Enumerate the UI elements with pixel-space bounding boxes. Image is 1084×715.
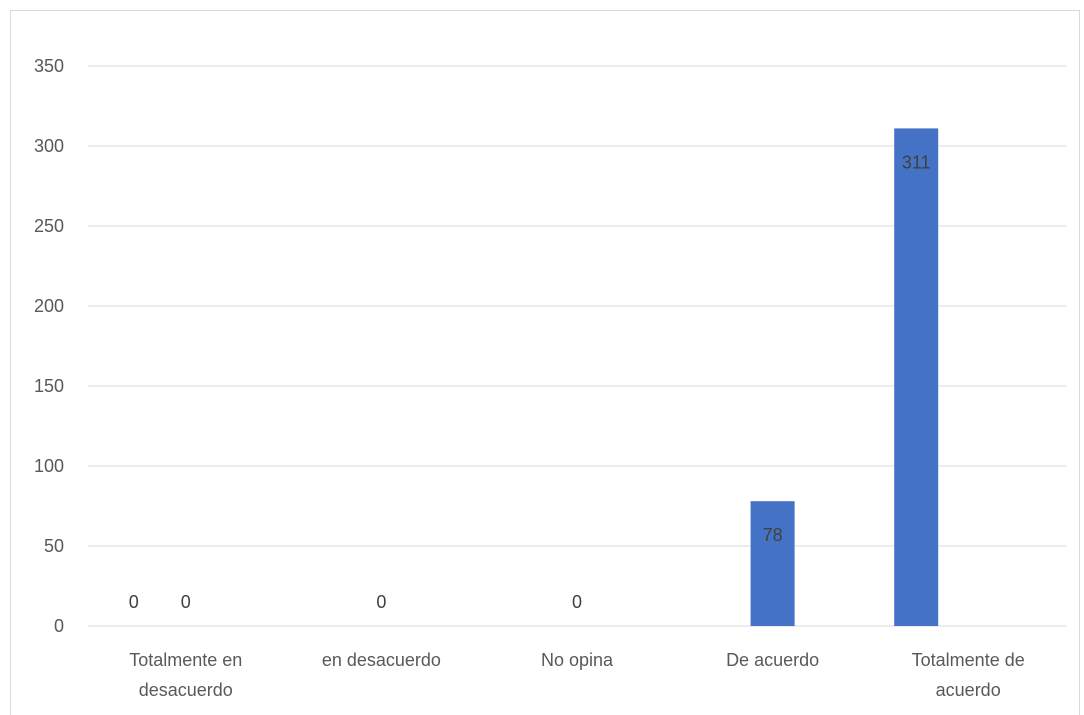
x-axis-category-labels: Totalmente en desacuerdo en desacuerdo No o… bbox=[129, 650, 1024, 700]
bar bbox=[750, 501, 795, 626]
data-label: 0 bbox=[572, 592, 582, 612]
x-category-label: Totalmente de bbox=[912, 650, 1025, 670]
y-tick-label: 100 bbox=[34, 456, 64, 476]
y-tick-label: 50 bbox=[44, 536, 64, 556]
data-label: 78 bbox=[763, 525, 783, 545]
data-labels: 0 0 0 0 78 311 bbox=[129, 152, 931, 612]
x-category-label: Totalmente en bbox=[129, 650, 242, 670]
data-label: 0 bbox=[181, 592, 191, 612]
data-label: 311 bbox=[902, 152, 931, 172]
y-tick-label: 300 bbox=[34, 136, 64, 156]
x-category-label: De acuerdo bbox=[726, 650, 819, 670]
y-tick-label: 0 bbox=[54, 616, 64, 636]
x-category-label: desacuerdo bbox=[139, 680, 233, 700]
x-category-label: acuerdo bbox=[936, 680, 1001, 700]
y-tick-label: 150 bbox=[34, 376, 64, 396]
bars bbox=[750, 128, 939, 626]
data-label: 0 bbox=[376, 592, 386, 612]
y-tick-label: 250 bbox=[34, 216, 64, 236]
bar bbox=[894, 128, 939, 626]
x-category-label: en desacuerdo bbox=[322, 650, 441, 670]
x-category-label: No opina bbox=[541, 650, 614, 670]
y-tick-label: 350 bbox=[34, 56, 64, 76]
data-label: 0 bbox=[129, 592, 139, 612]
y-axis-tick-labels: 0 50 100 150 200 250 300 350 bbox=[34, 56, 64, 636]
y-tick-label: 200 bbox=[34, 296, 64, 316]
